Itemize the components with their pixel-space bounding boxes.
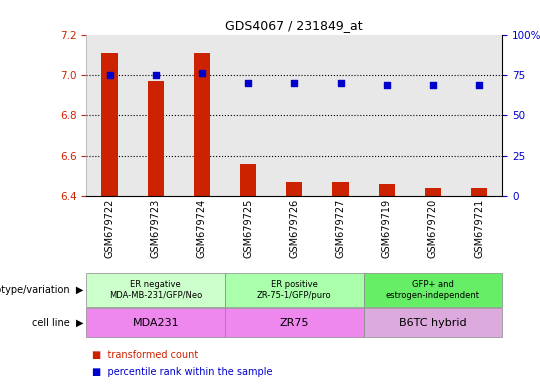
Text: genotype/variation  ▶: genotype/variation ▶ — [0, 285, 84, 295]
Bar — [286, 182, 302, 196]
Bar — [194, 53, 210, 196]
Point — [475, 81, 483, 88]
Text: ER negative
MDA-MB-231/GFP/Neo: ER negative MDA-MB-231/GFP/Neo — [109, 280, 202, 300]
Bar — [271, 35, 318, 196]
Text: cell line  ▶: cell line ▶ — [32, 318, 84, 328]
Text: ZR75: ZR75 — [280, 318, 309, 328]
Text: ER positive
ZR-75-1/GFP/puro: ER positive ZR-75-1/GFP/puro — [257, 280, 332, 300]
Text: GFP+ and
estrogen-independent: GFP+ and estrogen-independent — [386, 280, 480, 300]
Bar — [379, 184, 395, 196]
Bar — [102, 53, 118, 196]
Point — [290, 80, 299, 86]
Bar — [133, 35, 179, 196]
Bar — [425, 188, 441, 196]
Bar — [456, 35, 502, 196]
Bar — [410, 35, 456, 196]
Point — [151, 72, 160, 78]
Point — [198, 70, 206, 76]
Bar — [147, 81, 164, 196]
Bar — [179, 35, 225, 196]
Text: B6TC hybrid: B6TC hybrid — [399, 318, 467, 328]
Bar — [471, 188, 487, 196]
Bar — [240, 164, 256, 196]
Text: MDA231: MDA231 — [132, 318, 179, 328]
Bar — [318, 35, 363, 196]
Bar — [86, 35, 133, 196]
Point — [105, 72, 114, 78]
Title: GDS4067 / 231849_at: GDS4067 / 231849_at — [226, 19, 363, 32]
Text: ■  percentile rank within the sample: ■ percentile rank within the sample — [92, 367, 272, 377]
Bar — [333, 182, 349, 196]
Point — [382, 81, 391, 88]
Bar — [363, 35, 410, 196]
Point — [429, 81, 437, 88]
Bar — [225, 35, 271, 196]
Text: ■  transformed count: ■ transformed count — [92, 350, 198, 360]
Point — [336, 80, 345, 86]
Point — [244, 80, 252, 86]
